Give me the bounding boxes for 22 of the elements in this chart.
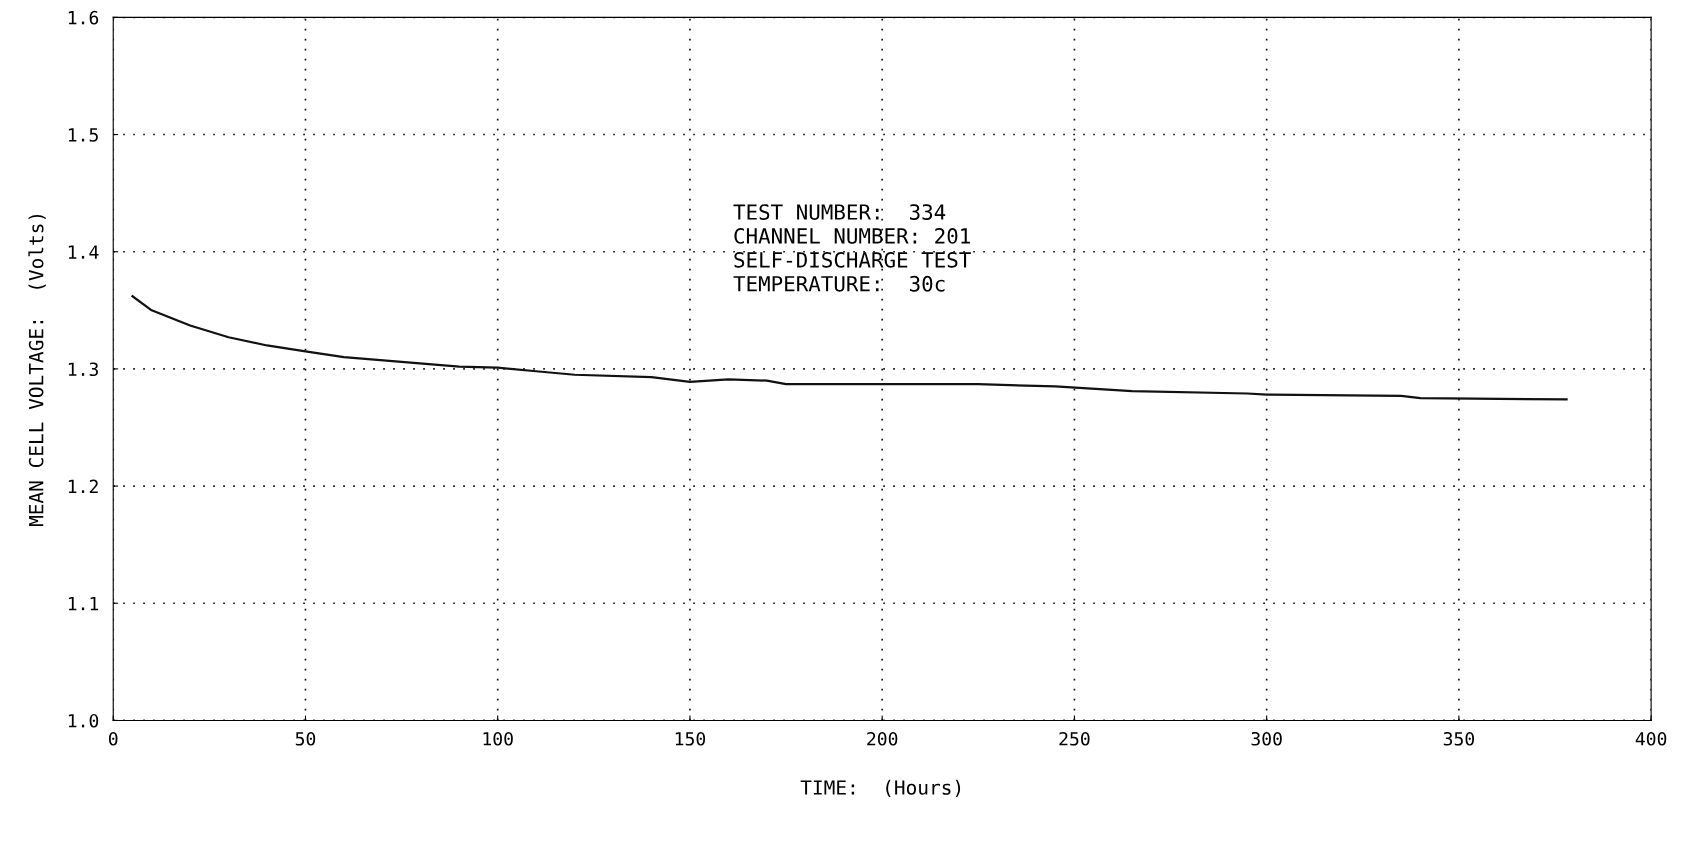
x-tick-label: 0 (108, 731, 118, 746)
y-tick-label: 1.4 (68, 245, 99, 259)
y-tick-label: 1.6 (68, 10, 99, 25)
x-tick-label: 100 (483, 731, 513, 746)
x-tick-label: 250 (1059, 731, 1090, 746)
y-tick-label: 1.5 (68, 128, 98, 142)
x-axis-title: TIME: (Hours) (800, 779, 961, 798)
y-axis-title: MEAN CELL VOLTAGE: (Volts) (28, 214, 46, 527)
annotation: SELF-DISCHARGE TEST (734, 251, 971, 268)
annotation: TEMPERATURE: 30c (733, 275, 945, 292)
annotation: CHANNEL NUMBER: 201 (734, 228, 970, 244)
x-tick-label: 400 (1635, 731, 1667, 746)
x-tick-label: 350 (1443, 731, 1475, 746)
x-tick-label: 300 (1251, 731, 1282, 746)
x-tick-label: 150 (675, 731, 706, 746)
y-tick-label: 1.1 (68, 597, 99, 611)
y-tick-label: 1.2 (68, 479, 98, 493)
x-tick-label: 200 (867, 731, 898, 746)
x-tick-label: 50 (295, 731, 316, 746)
annotation: TEST NUMBER: 334 (733, 204, 946, 220)
y-tick-label: 1.3 (68, 362, 98, 377)
y-tick-label: 1.0 (68, 713, 99, 728)
